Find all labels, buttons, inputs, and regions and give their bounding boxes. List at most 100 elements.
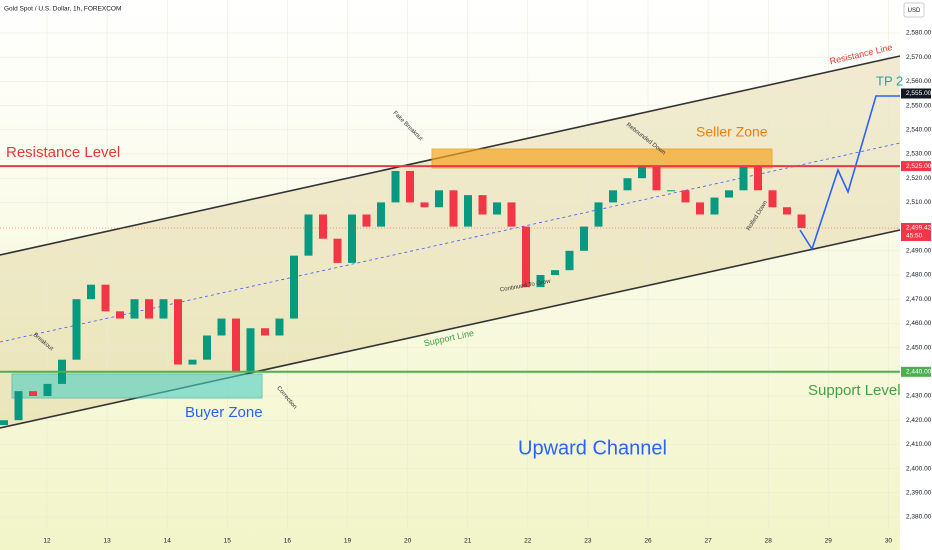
price-label: 2,440.00 xyxy=(906,369,932,376)
price-label: 2,499.42 xyxy=(906,225,932,232)
candle xyxy=(261,328,269,336)
candle xyxy=(565,250,574,271)
candle xyxy=(290,255,298,319)
candle xyxy=(203,335,211,360)
candle xyxy=(493,202,501,215)
x-tick-label: 15 xyxy=(224,538,232,545)
x-tick-label: 20 xyxy=(404,538,412,545)
y-tick-label: 2,410.00 xyxy=(906,441,932,448)
candle xyxy=(362,214,371,227)
y-tick-label: 2,420.00 xyxy=(906,417,932,424)
channel-midline xyxy=(0,142,901,343)
price-label-box xyxy=(901,366,931,377)
candle xyxy=(391,170,400,203)
candle xyxy=(304,214,313,256)
y-tick-label: 2,380.00 xyxy=(906,514,932,521)
y-tick-label: 2,400.00 xyxy=(906,465,932,472)
candle xyxy=(29,391,37,396)
countdown: 45:50 xyxy=(906,233,923,240)
candle xyxy=(464,195,472,227)
x-tick-label: 19 xyxy=(344,538,352,545)
candle xyxy=(130,299,139,319)
candle xyxy=(159,299,168,319)
candle xyxy=(478,195,487,215)
annotation: Support Level xyxy=(808,382,901,399)
candle xyxy=(116,311,124,319)
candle xyxy=(638,166,646,179)
candle xyxy=(783,207,791,215)
candle xyxy=(333,238,342,263)
candle xyxy=(0,420,8,426)
candle xyxy=(652,166,661,191)
currency-box[interactable] xyxy=(903,2,925,18)
x-tick-label: 27 xyxy=(704,538,712,545)
candle xyxy=(551,270,559,275)
y-tick-label: 2,570.00 xyxy=(906,54,932,61)
price-label-box xyxy=(901,161,931,172)
y-tick-label: 2,460.00 xyxy=(906,320,932,327)
candle xyxy=(507,202,516,227)
candle xyxy=(217,318,226,336)
x-tick-label: 30 xyxy=(885,538,893,545)
annotation: TP 2 xyxy=(876,73,903,88)
candle xyxy=(246,328,255,372)
candle xyxy=(797,214,806,229)
candle xyxy=(43,383,52,396)
candle xyxy=(87,284,95,300)
candle xyxy=(420,202,429,208)
chart-title: Gold Spot / U.S. Dollar, 1h, FOREXCOM xyxy=(4,6,121,13)
candle xyxy=(348,214,356,263)
candle xyxy=(377,202,385,227)
price-label-box xyxy=(901,223,931,242)
x-tick-label: 12 xyxy=(43,538,51,545)
candle xyxy=(623,178,632,191)
y-tick-label: 2,430.00 xyxy=(906,393,932,400)
annotation: Seller Zone xyxy=(696,124,768,140)
currency[interactable]: USD xyxy=(908,8,921,14)
x-tick-label: 14 xyxy=(164,538,172,545)
x-tick-label: 28 xyxy=(765,538,773,545)
price-label: 2,555.00 xyxy=(906,90,932,97)
x-tick-label: 26 xyxy=(644,538,652,545)
x-tick-label: 29 xyxy=(825,538,833,545)
candle xyxy=(449,190,458,227)
x-tick-label: 21 xyxy=(464,538,472,545)
price-label-box xyxy=(901,88,931,99)
candle xyxy=(319,214,327,239)
x-tick-label: 22 xyxy=(524,538,532,545)
y-tick-label: 2,510.00 xyxy=(906,199,932,206)
candle xyxy=(710,197,719,215)
annotation: Buyer Zone xyxy=(185,404,263,421)
annotation: Resistance Level xyxy=(6,144,120,161)
y-tick-label: 2,580.00 xyxy=(906,30,932,37)
y-tick-label: 2,490.00 xyxy=(906,248,932,255)
candle xyxy=(580,226,588,251)
candle xyxy=(232,318,240,372)
candle xyxy=(188,359,197,365)
candle xyxy=(406,170,414,203)
candle xyxy=(145,299,153,319)
candle xyxy=(522,226,530,288)
candle xyxy=(101,284,110,312)
candle xyxy=(435,190,443,208)
price-label: 2,525.00 xyxy=(906,163,932,170)
candle xyxy=(681,190,690,203)
candle xyxy=(609,190,617,203)
candle xyxy=(739,166,748,191)
candle xyxy=(725,190,733,198)
y-tick-label: 2,540.00 xyxy=(906,127,932,134)
x-tick-label: 13 xyxy=(103,538,111,545)
x-tick-label: 16 xyxy=(284,538,292,545)
candle xyxy=(14,391,23,421)
candle xyxy=(174,299,182,365)
seller-zone xyxy=(431,148,773,169)
y-tick-label: 2,530.00 xyxy=(906,151,932,158)
y-tick-label: 2,520.00 xyxy=(906,175,932,182)
y-tick-label: 2,470.00 xyxy=(906,296,932,303)
candle xyxy=(72,299,81,360)
candle xyxy=(275,318,284,336)
candle xyxy=(768,190,777,208)
x-tick-label: 23 xyxy=(584,538,592,545)
y-tick-label: 2,550.00 xyxy=(906,102,932,109)
